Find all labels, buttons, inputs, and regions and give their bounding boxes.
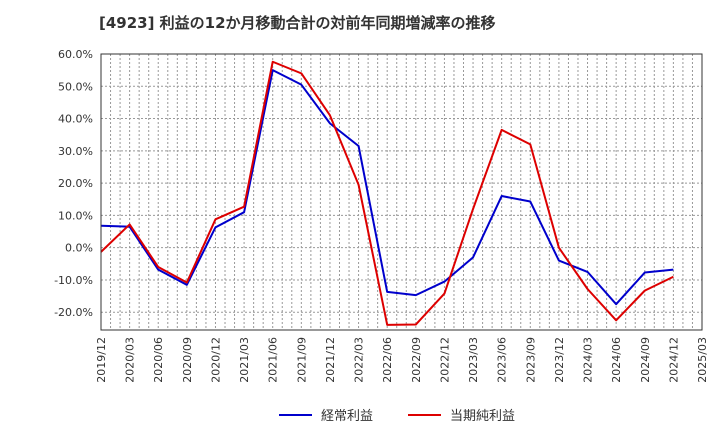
chart-title: [4923] 利益の12か月移動合計の対前年同期増減率の推移 bbox=[99, 14, 496, 32]
legend-label-0: 経常利益 bbox=[321, 409, 373, 424]
x-tick-label: 2023/09 bbox=[524, 337, 537, 383]
y-tick-label: 30.0% bbox=[58, 145, 93, 158]
x-tick-label: 2023/03 bbox=[467, 337, 480, 383]
x-tick-label: 2022/09 bbox=[410, 337, 423, 383]
x-tick-label: 2023/06 bbox=[496, 337, 509, 383]
series-layer bbox=[100, 60, 674, 326]
x-tick-label: 2022/12 bbox=[438, 337, 451, 383]
x-tick-label: 2024/03 bbox=[582, 337, 595, 383]
y-tick-label: 50.0% bbox=[58, 80, 93, 93]
plot-frame bbox=[100, 53, 703, 331]
x-axis-ticks: 2019/12 2020/03 2020/06 2020/09 2020/12 2021/… bbox=[95, 337, 709, 383]
y-tick-label: 0.0% bbox=[65, 242, 93, 255]
y-tick-label: 10.0% bbox=[58, 209, 93, 222]
x-tick-label: 2025/03 bbox=[696, 337, 709, 383]
x-tick-label: 2021/03 bbox=[238, 337, 251, 383]
x-tick-label: 2021/06 bbox=[267, 337, 280, 383]
x-tick-label: 2022/06 bbox=[381, 337, 394, 383]
x-tick-label: 2020/09 bbox=[181, 337, 194, 383]
x-tick-label: 2019/12 bbox=[95, 337, 108, 383]
y-tick-label: 20.0% bbox=[58, 177, 93, 190]
x-tick-label: 2021/09 bbox=[295, 337, 308, 383]
series-line-0 bbox=[100, 69, 674, 306]
x-tick-label: 2021/12 bbox=[324, 337, 337, 383]
x-tick-label: 2024/12 bbox=[667, 337, 680, 383]
x-tick-label: 2024/06 bbox=[610, 337, 623, 383]
y-axis-ticks: 60.0% 50.0% 40.0% 30.0% 20.0% 10.0% 0.0% -10.0%… bbox=[54, 48, 93, 319]
x-tick-label: 2023/12 bbox=[553, 337, 566, 383]
y-tick-label: 60.0% bbox=[58, 48, 93, 61]
y-tick-label: 40.0% bbox=[58, 113, 93, 126]
y-tick-label: -10.0% bbox=[54, 274, 93, 287]
grid-layer bbox=[101, 53, 702, 330]
x-tick-label: 2020/06 bbox=[152, 337, 165, 383]
series-line-1 bbox=[100, 60, 674, 326]
y-tick-label: -20.0% bbox=[54, 306, 93, 319]
legend: 経常利益 当期純利益 bbox=[279, 409, 515, 424]
x-tick-label: 2022/03 bbox=[353, 337, 366, 383]
x-tick-label: 2020/03 bbox=[124, 337, 137, 383]
legend-label-1: 当期純利益 bbox=[450, 409, 515, 424]
x-tick-label: 2020/12 bbox=[209, 337, 222, 383]
x-tick-label: 2024/09 bbox=[639, 337, 652, 383]
